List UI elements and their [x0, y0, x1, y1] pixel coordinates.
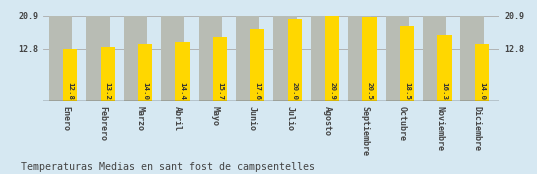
Text: 20.0: 20.0 — [292, 82, 297, 100]
Bar — [423, 16, 446, 101]
Bar — [288, 19, 302, 101]
Bar — [475, 44, 489, 101]
Bar — [349, 16, 372, 101]
Bar — [437, 35, 452, 101]
Text: 17.6: 17.6 — [255, 82, 260, 100]
Text: 14.4: 14.4 — [179, 82, 185, 100]
Bar — [273, 16, 296, 101]
Text: 16.3: 16.3 — [441, 82, 447, 100]
Bar — [49, 16, 72, 101]
Bar — [386, 16, 409, 101]
Text: 18.5: 18.5 — [404, 82, 410, 100]
Bar — [86, 16, 110, 101]
Text: 20.9: 20.9 — [329, 82, 335, 100]
Bar — [213, 37, 227, 101]
Bar — [199, 16, 222, 101]
Bar — [400, 26, 414, 101]
Bar — [311, 16, 334, 101]
Bar — [325, 16, 339, 101]
Bar — [161, 16, 184, 101]
Text: 15.7: 15.7 — [217, 82, 223, 100]
Text: 14.0: 14.0 — [479, 82, 485, 100]
Text: 12.8: 12.8 — [67, 82, 73, 100]
Text: Temperaturas Medias en sant fost de campsentelles: Temperaturas Medias en sant fost de camp… — [21, 162, 315, 172]
Bar — [250, 29, 264, 101]
Text: 20.5: 20.5 — [367, 82, 373, 100]
Bar — [461, 16, 484, 101]
Bar — [362, 17, 376, 101]
Text: 14.0: 14.0 — [142, 82, 148, 100]
Bar — [176, 42, 190, 101]
Bar — [236, 16, 259, 101]
Bar — [100, 47, 115, 101]
Text: 13.2: 13.2 — [105, 82, 111, 100]
Bar — [138, 44, 152, 101]
Bar — [124, 16, 147, 101]
Bar — [63, 49, 77, 101]
